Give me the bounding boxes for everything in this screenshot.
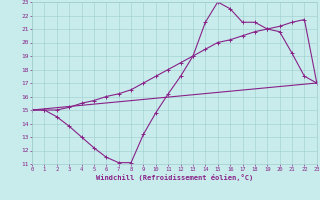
X-axis label: Windchill (Refroidissement éolien,°C): Windchill (Refroidissement éolien,°C) xyxy=(96,174,253,181)
